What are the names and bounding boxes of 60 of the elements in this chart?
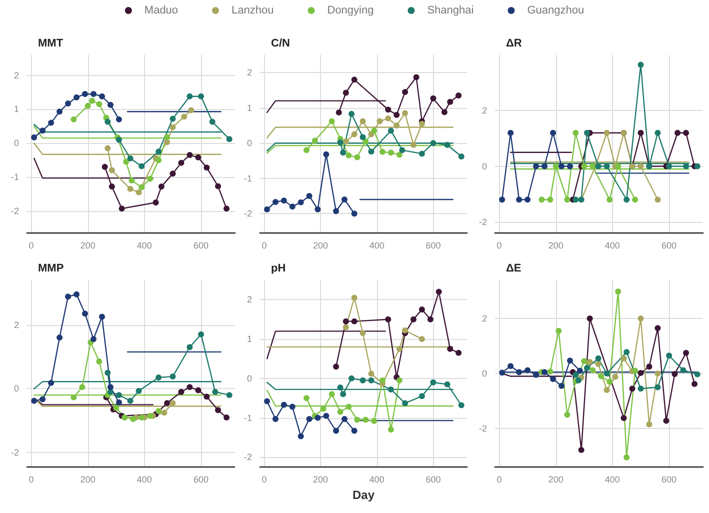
x-tick-label: 600 bbox=[426, 240, 441, 250]
x-tick-label: 400 bbox=[604, 240, 620, 250]
x-tick-label: 0 bbox=[28, 474, 34, 484]
y-tick-label: 2 bbox=[246, 68, 252, 78]
y-tick-label: 0 bbox=[246, 373, 252, 384]
y-tick-label: 0 bbox=[14, 138, 19, 148]
y-tick-label: 2 bbox=[14, 70, 19, 80]
x-tick-label: 0 bbox=[496, 240, 502, 250]
x-tick-label: 200 bbox=[548, 474, 564, 484]
x-tick-label: 200 bbox=[80, 240, 96, 250]
x-tick-label: 600 bbox=[194, 240, 209, 250]
x-tick-label: 200 bbox=[313, 240, 328, 250]
y-tick-label: -2 bbox=[10, 206, 19, 216]
y-tick-label: -2 bbox=[10, 448, 19, 458]
y-tick-label: 2 bbox=[482, 106, 487, 116]
y-tick-label: -1 bbox=[244, 412, 252, 423]
x-tick-label: 400 bbox=[136, 474, 152, 484]
y-tick-label: 2 bbox=[14, 320, 19, 330]
y-tick-label: 1 bbox=[246, 334, 252, 344]
legend-label: Shanghai bbox=[427, 4, 474, 16]
legend-label: Lanzhou bbox=[232, 4, 274, 16]
x-tick-label: 600 bbox=[662, 240, 677, 250]
x-tick-label: 400 bbox=[136, 240, 152, 250]
x-tick-label: 400 bbox=[369, 474, 384, 484]
y-tick-label: -2 bbox=[478, 424, 487, 434]
x-tick-label: 400 bbox=[369, 240, 384, 250]
y-tick-label: 2 bbox=[246, 294, 252, 305]
x-tick-label: 0 bbox=[262, 474, 267, 484]
x-tick-label: 400 bbox=[604, 474, 620, 484]
y-tick-label: 1 bbox=[246, 102, 252, 113]
y-tick-label: 0 bbox=[482, 368, 487, 378]
chart-title: MMT bbox=[38, 38, 64, 50]
chart-title: C/N bbox=[271, 38, 290, 50]
x-tick-label: 200 bbox=[313, 474, 328, 484]
y-tick-label: -2 bbox=[478, 216, 487, 227]
y-tick-label: -1 bbox=[10, 172, 19, 182]
y-tick-label: 1 bbox=[14, 104, 19, 114]
y-tick-label: -2 bbox=[244, 452, 252, 462]
y-tick-label: 2 bbox=[482, 314, 487, 324]
chart-title: ΔR bbox=[506, 38, 522, 50]
x-tick-label: 600 bbox=[194, 474, 209, 484]
y-tick-label: 0 bbox=[482, 161, 487, 172]
x-tick-label: 200 bbox=[80, 474, 96, 484]
x-tick-label: 0 bbox=[496, 474, 502, 484]
chart-title: ΔE bbox=[506, 262, 522, 274]
y-tick-label: 0 bbox=[246, 138, 252, 148]
y-tick-label: -2 bbox=[244, 208, 252, 219]
x-axis-title: Day bbox=[352, 488, 375, 502]
legend-label: Dongying bbox=[327, 4, 374, 16]
x-tick-label: 600 bbox=[426, 474, 441, 484]
chart-title: MMP bbox=[38, 262, 64, 274]
chart-title: pH bbox=[271, 262, 286, 274]
x-tick-label: 200 bbox=[548, 240, 564, 250]
x-tick-label: 600 bbox=[662, 474, 677, 484]
y-tick-label: -1 bbox=[244, 173, 252, 184]
y-tick-label: 0 bbox=[14, 384, 19, 394]
legend-label: Guangzhou bbox=[527, 4, 584, 16]
x-tick-label: 0 bbox=[262, 240, 267, 250]
x-tick-label: 0 bbox=[28, 240, 34, 250]
legend-label: Maduo bbox=[144, 4, 178, 16]
